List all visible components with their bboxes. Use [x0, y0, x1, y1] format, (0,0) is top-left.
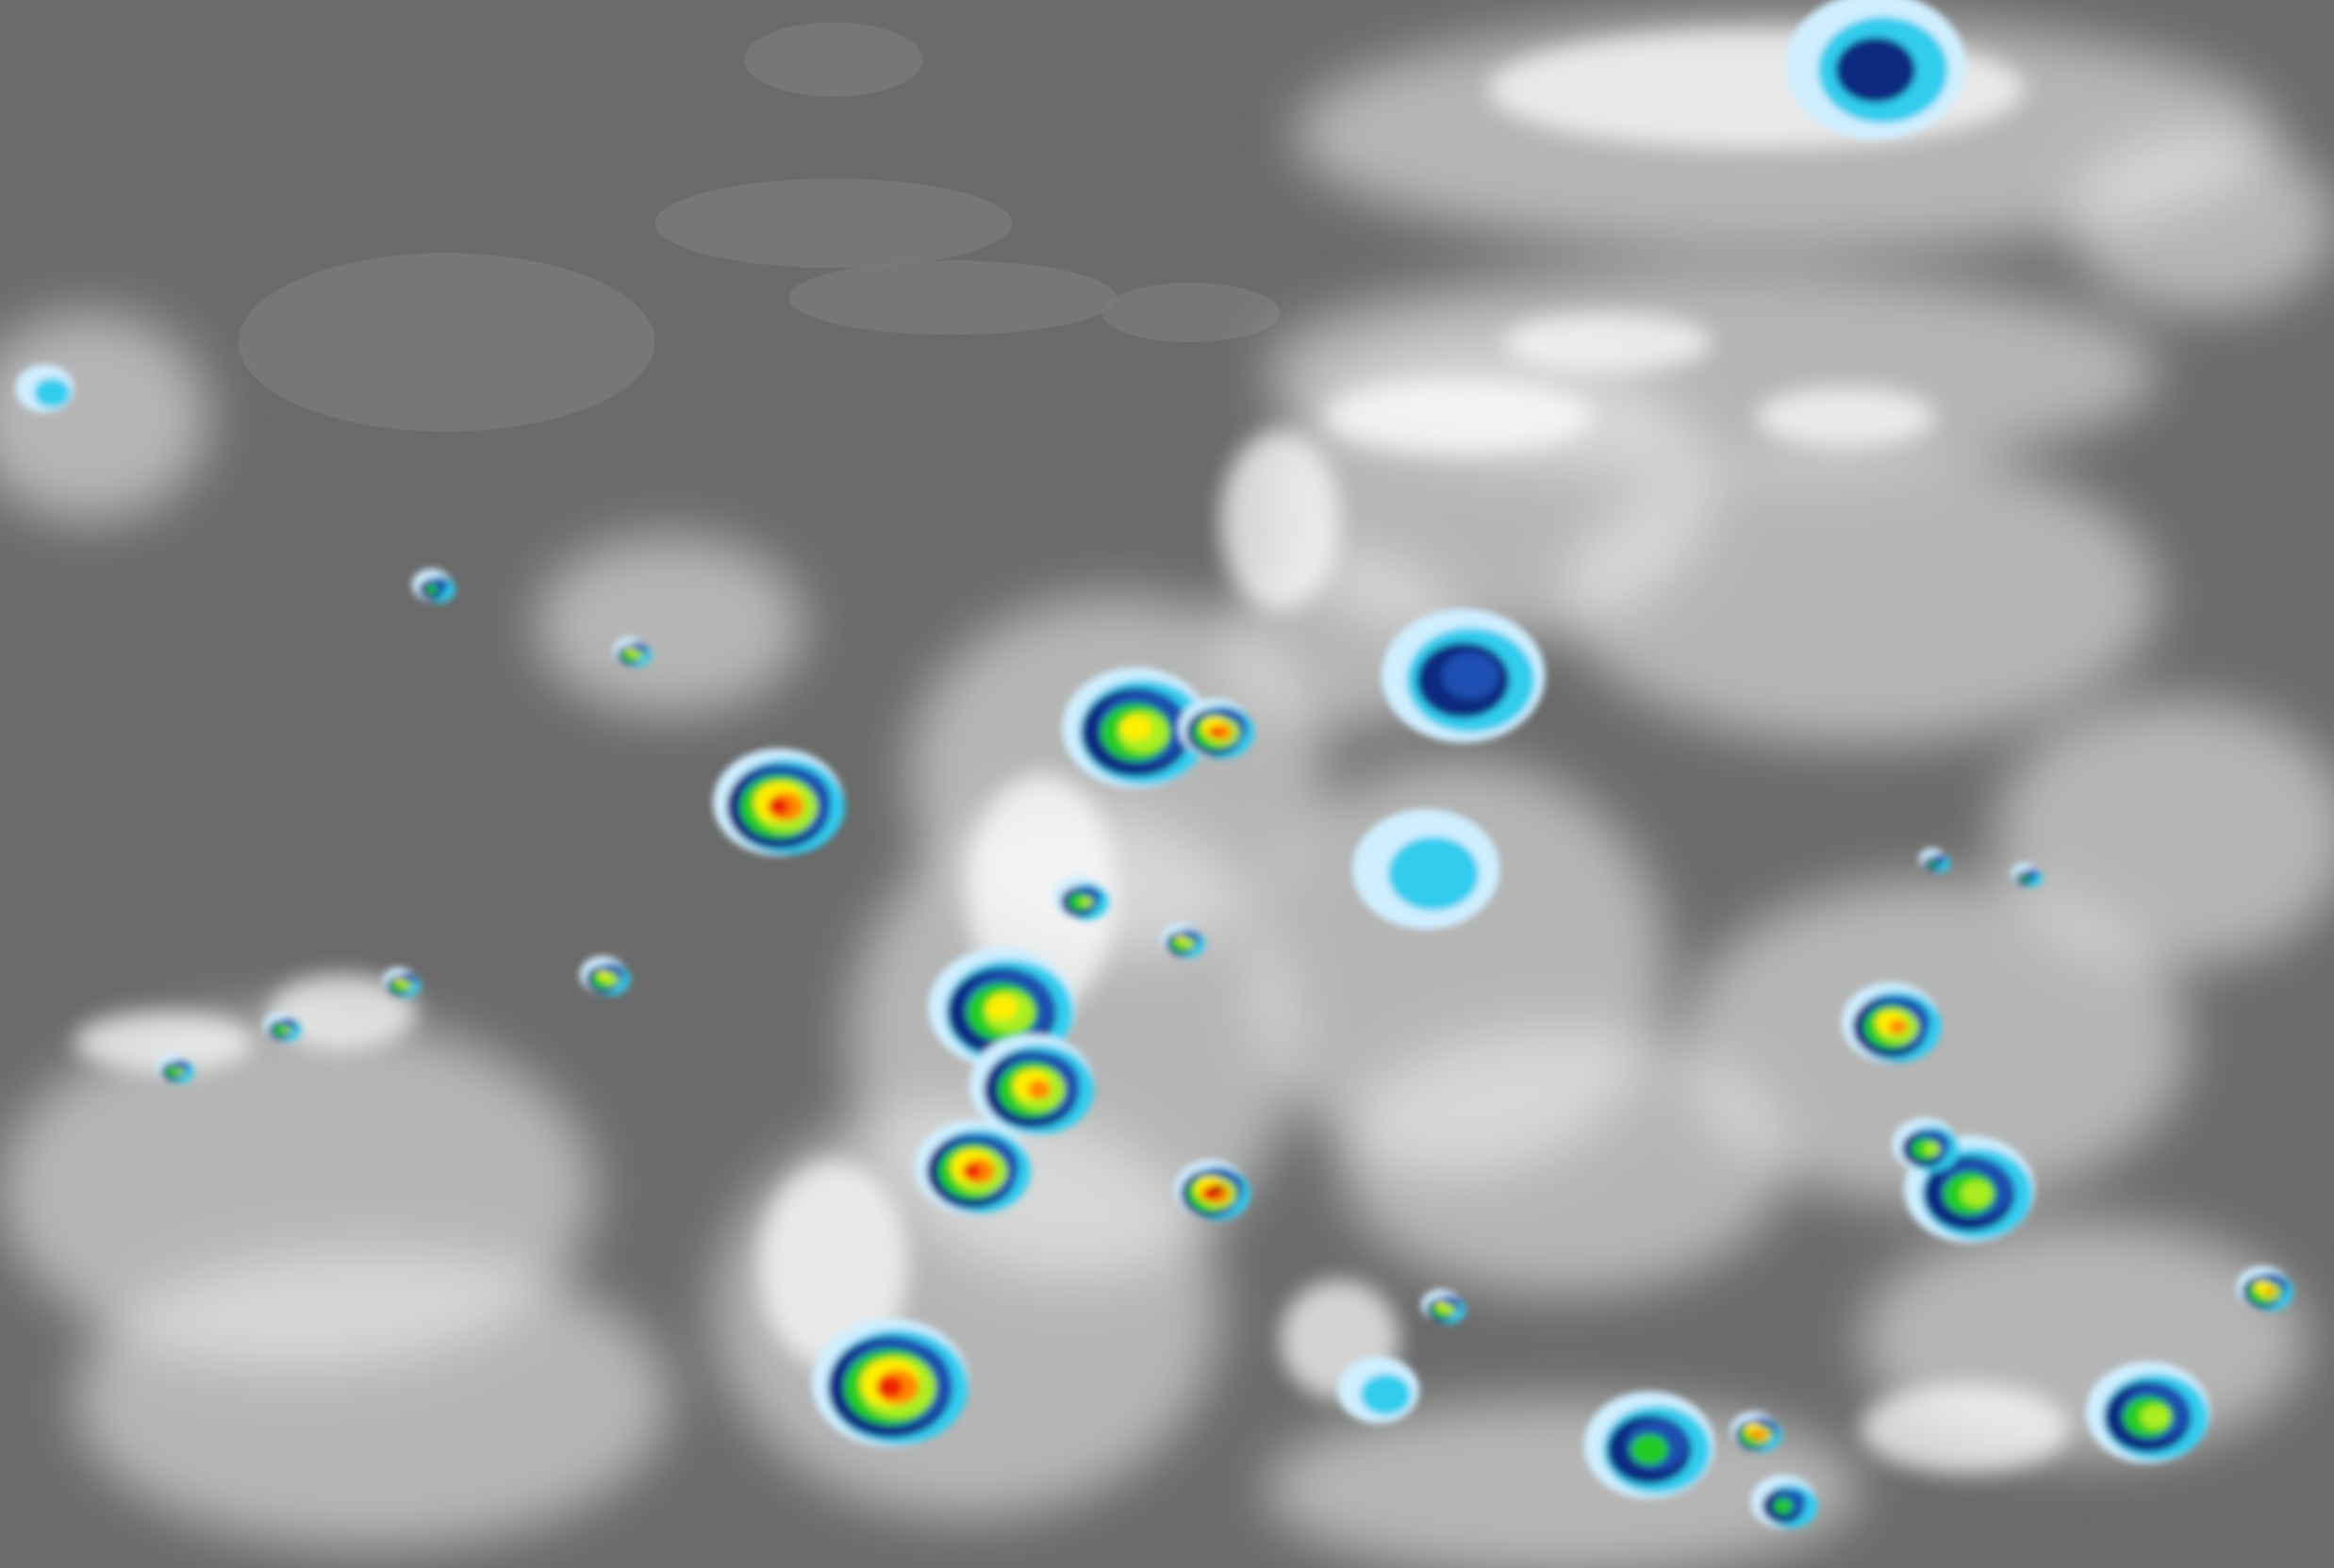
- intensity-layer: [1119, 715, 1151, 741]
- intensity-layer: [1754, 1429, 1767, 1441]
- intensity-layer: [877, 1376, 903, 1398]
- storm-cell: [1352, 808, 1500, 930]
- landmass: [238, 253, 655, 432]
- intensity-layer: [2026, 868, 2039, 879]
- intensity-layer: [1027, 1080, 1051, 1099]
- intensity-layer: [1835, 37, 1916, 103]
- intensity-layer: [1749, 1431, 1758, 1438]
- intensity-layer: [1212, 1184, 1223, 1194]
- storm-cell: [1052, 876, 1109, 920]
- storm-cell: [713, 748, 845, 856]
- storm-cell: [1160, 922, 1205, 958]
- intensity-layer: [767, 798, 790, 816]
- landmass: [788, 260, 1117, 336]
- intensity-layer: [598, 970, 608, 980]
- landmass: [1101, 282, 1281, 343]
- cloud: [536, 536, 804, 715]
- storm-cell: [2011, 863, 2043, 887]
- intensity-layer: [626, 647, 634, 653]
- storm-cell: [968, 1033, 1095, 1136]
- storm-cell: [2236, 1265, 2293, 1312]
- landmass: [744, 22, 923, 97]
- cloud-band: [1861, 1383, 2070, 1474]
- intensity-layer: [962, 1163, 982, 1180]
- intensity-layer: [1387, 836, 1480, 911]
- cloud: [1563, 446, 2159, 745]
- intensity-layer: [985, 995, 1018, 1021]
- intensity-layer: [425, 585, 438, 594]
- intensity-layer: [395, 978, 403, 984]
- cloud-band: [1503, 312, 1713, 372]
- intensity-layer: [1888, 1019, 1908, 1035]
- storm-cell: [1178, 698, 1255, 759]
- intensity-layer: [1080, 897, 1093, 908]
- storm-cell: [1785, 0, 1966, 140]
- intensity-layer: [1181, 937, 1195, 949]
- storm-cell: [1918, 848, 1951, 872]
- storm-cell: [156, 1053, 194, 1083]
- intensity-layer: [1176, 935, 1185, 943]
- cloud: [74, 1249, 670, 1548]
- intensity-layer: [400, 981, 412, 990]
- storm-cell: [613, 636, 652, 667]
- storm-cell: [2085, 1361, 2210, 1463]
- cloud-band: [1756, 387, 1935, 447]
- cloud: [1995, 699, 2334, 967]
- cloud: [0, 312, 208, 521]
- intensity-layer: [2140, 1404, 2171, 1429]
- cloud: [2069, 134, 2334, 313]
- intensity-layer: [1630, 1434, 1668, 1465]
- land-areas: [238, 22, 1281, 432]
- intensity-layer: [1208, 727, 1221, 737]
- cloud: [1339, 1027, 1787, 1296]
- storm-cell: [1062, 667, 1210, 788]
- intensity-layer: [2264, 1287, 2276, 1296]
- storm-cell: [1381, 608, 1546, 743]
- storm-cell: [263, 1012, 302, 1042]
- cloud-band: [268, 974, 417, 1049]
- intensity-layer: [1928, 860, 1936, 867]
- intensity-layer: [1442, 652, 1499, 700]
- cloud-band: [1324, 379, 1593, 454]
- intensity-layer: [34, 377, 71, 408]
- landmass: [654, 178, 1013, 269]
- intensity-layer: [1360, 1374, 1412, 1415]
- storm-cell: [1421, 1289, 1465, 1324]
- storm-cell: [15, 364, 74, 413]
- cloud-band: [74, 1012, 254, 1072]
- intensity-layer: [2020, 875, 2028, 882]
- intensity-layer: [283, 1026, 291, 1033]
- storm-cell: [1730, 1411, 1782, 1452]
- storm-cell: [1583, 1391, 1715, 1499]
- intensity-layer: [1436, 1301, 1446, 1309]
- intensity-layer: [273, 1024, 287, 1035]
- storm-cell: [579, 955, 631, 996]
- storm-cell: [811, 1318, 969, 1447]
- intensity-layer: [1924, 1142, 1941, 1156]
- cloud-band: [1220, 431, 1340, 611]
- storm-cell: [1174, 1159, 1250, 1221]
- cloud-band: [759, 1161, 908, 1370]
- storm-cell: [914, 1119, 1032, 1214]
- convective-storm-cells: [15, 0, 2293, 1529]
- storm-cell: [382, 966, 421, 998]
- storm-cell: [1841, 982, 1942, 1064]
- intensity-layer: [1961, 1180, 1994, 1207]
- intensity-layer: [1774, 1498, 1793, 1514]
- storm-cell: [411, 569, 455, 603]
- intensity-layer: [175, 1068, 185, 1075]
- storm-cell: [1750, 1475, 1818, 1529]
- intensity-layer: [1933, 853, 1946, 865]
- storm-cell: [1337, 1356, 1420, 1424]
- intensity-layer: [1441, 1304, 1455, 1315]
- storm-cell: [1892, 1117, 1961, 1172]
- intensity-layer: [631, 650, 643, 660]
- intensity-layer: [166, 1065, 179, 1078]
